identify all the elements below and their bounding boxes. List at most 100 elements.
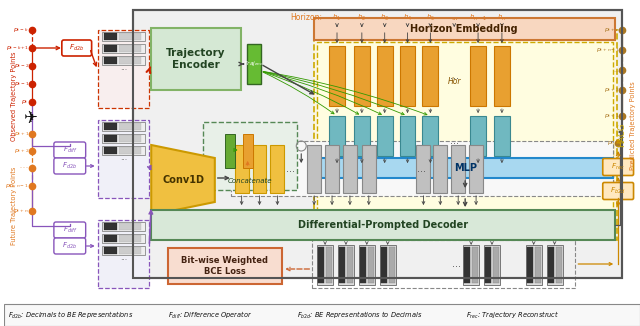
FancyBboxPatch shape — [54, 222, 86, 238]
Text: $p_{t+2}$: $p_{t+2}$ — [604, 86, 619, 94]
Text: $h_3$: $h_3$ — [380, 13, 389, 23]
Text: $p_{t-k+1}$: $p_{t-k+1}$ — [6, 44, 29, 52]
Bar — [120, 45, 141, 52]
Text: $h_{n-1}$: $h_{n-1}$ — [469, 13, 487, 23]
Bar — [368, 247, 374, 283]
Bar — [484, 245, 500, 285]
Bar — [325, 145, 339, 193]
Text: ...: ... — [451, 15, 458, 21]
Text: $F_{diff}$: $F_{diff}$ — [63, 225, 77, 235]
Text: $F_{b2d}$: $F_{b2d}$ — [610, 186, 626, 196]
Bar — [104, 223, 118, 230]
Bar — [133, 10, 622, 278]
Bar — [417, 145, 430, 193]
Bar — [422, 46, 438, 106]
Text: $p_{t+1}$: $p_{t+1}$ — [13, 130, 29, 138]
Text: Observed Trajectory Points: Observed Trajectory Points — [11, 51, 17, 141]
Bar — [469, 145, 483, 193]
Text: ...: ... — [120, 154, 127, 162]
Bar — [354, 46, 370, 106]
Bar — [104, 33, 118, 40]
Bar — [318, 247, 324, 283]
Text: ...: ... — [613, 67, 619, 72]
Bar — [97, 120, 149, 198]
Bar — [493, 247, 499, 283]
Text: $Traj_{enc}$: $Traj_{enc}$ — [243, 60, 264, 68]
Bar — [377, 116, 392, 156]
Text: $p_{t+n}$: $p_{t+n}$ — [604, 26, 619, 34]
Bar — [485, 247, 491, 283]
Bar — [230, 141, 613, 196]
Bar — [243, 134, 253, 168]
Bar — [317, 245, 333, 285]
Bar — [317, 42, 613, 220]
Bar — [133, 10, 622, 278]
Bar — [102, 44, 145, 53]
Bar — [354, 116, 370, 156]
Bar — [120, 57, 141, 64]
FancyBboxPatch shape — [62, 40, 92, 56]
Bar — [97, 30, 149, 108]
Text: ...: ... — [450, 71, 459, 81]
Text: $p_{t-2}$: $p_{t-2}$ — [13, 62, 29, 70]
Bar — [317, 158, 613, 178]
Bar — [104, 135, 118, 142]
Text: $p_t$: $p_t$ — [607, 139, 615, 147]
Text: $F_{d2b}$: $F_{d2b}$ — [62, 161, 77, 171]
Bar — [359, 245, 375, 285]
Text: Predicted Trajectory Points: Predicted Trajectory Points — [630, 82, 636, 170]
Text: Future Trajectory Points: Future Trajectory Points — [11, 167, 17, 245]
Bar — [464, 247, 470, 283]
Text: Horizon Embedding: Horizon Embedding — [410, 24, 518, 34]
Text: Trajectory
Encoder: Trajectory Encoder — [166, 48, 226, 70]
Text: $h_n$: $h_n$ — [497, 13, 506, 23]
Bar — [547, 245, 563, 285]
Bar — [494, 116, 510, 156]
Bar — [102, 32, 145, 41]
Text: Concatenate: Concatenate — [227, 178, 272, 184]
Bar — [4, 304, 640, 326]
Bar — [433, 145, 447, 193]
Bar — [422, 116, 438, 156]
Bar — [399, 46, 415, 106]
Text: MLP: MLP — [454, 163, 477, 173]
Bar — [472, 247, 478, 283]
FancyBboxPatch shape — [54, 142, 86, 158]
FancyBboxPatch shape — [603, 183, 634, 200]
Bar — [525, 245, 541, 285]
Bar — [104, 123, 118, 130]
Bar — [97, 220, 149, 288]
Text: $p_{t-k}$: $p_{t-k}$ — [13, 26, 29, 34]
Bar — [120, 223, 141, 230]
Text: $F_{rec}$: Trajectory Reconstruct: $F_{rec}$: Trajectory Reconstruct — [466, 309, 559, 320]
Text: ...: ... — [417, 164, 426, 174]
Text: $...$: $...$ — [19, 166, 29, 170]
Bar — [235, 145, 248, 193]
Bar — [470, 116, 486, 156]
Text: $p_t$: $p_t$ — [21, 98, 29, 106]
Text: $F_{rec}$: $F_{rec}$ — [611, 162, 625, 172]
Text: $F_{b2d}$: BE Representations to Decimals: $F_{b2d}$: BE Representations to Decimal… — [297, 309, 422, 320]
Text: $p_{t+2}$: $p_{t+2}$ — [13, 147, 29, 155]
Bar — [203, 122, 297, 190]
FancyBboxPatch shape — [603, 158, 634, 175]
Bar — [399, 116, 415, 156]
Bar — [271, 145, 284, 193]
Bar — [120, 147, 141, 154]
Bar — [102, 234, 145, 243]
Text: $p_{t+1}$: $p_{t+1}$ — [604, 112, 619, 120]
Bar — [470, 46, 486, 106]
Bar — [168, 248, 282, 284]
Bar — [104, 45, 118, 52]
Text: HACG: HACG — [618, 123, 627, 147]
Bar — [360, 247, 366, 283]
Bar — [527, 247, 532, 283]
Text: ✈: ✈ — [23, 109, 37, 127]
Bar — [102, 122, 145, 131]
Text: Horizon:: Horizon: — [291, 13, 323, 22]
Text: ...: ... — [450, 136, 459, 146]
Bar — [102, 146, 145, 155]
Bar — [388, 247, 395, 283]
Text: $F_{diff}$: Difference Operator: $F_{diff}$: Difference Operator — [168, 309, 252, 320]
Text: $p_{t+n-1}$: $p_{t+n-1}$ — [6, 182, 29, 190]
